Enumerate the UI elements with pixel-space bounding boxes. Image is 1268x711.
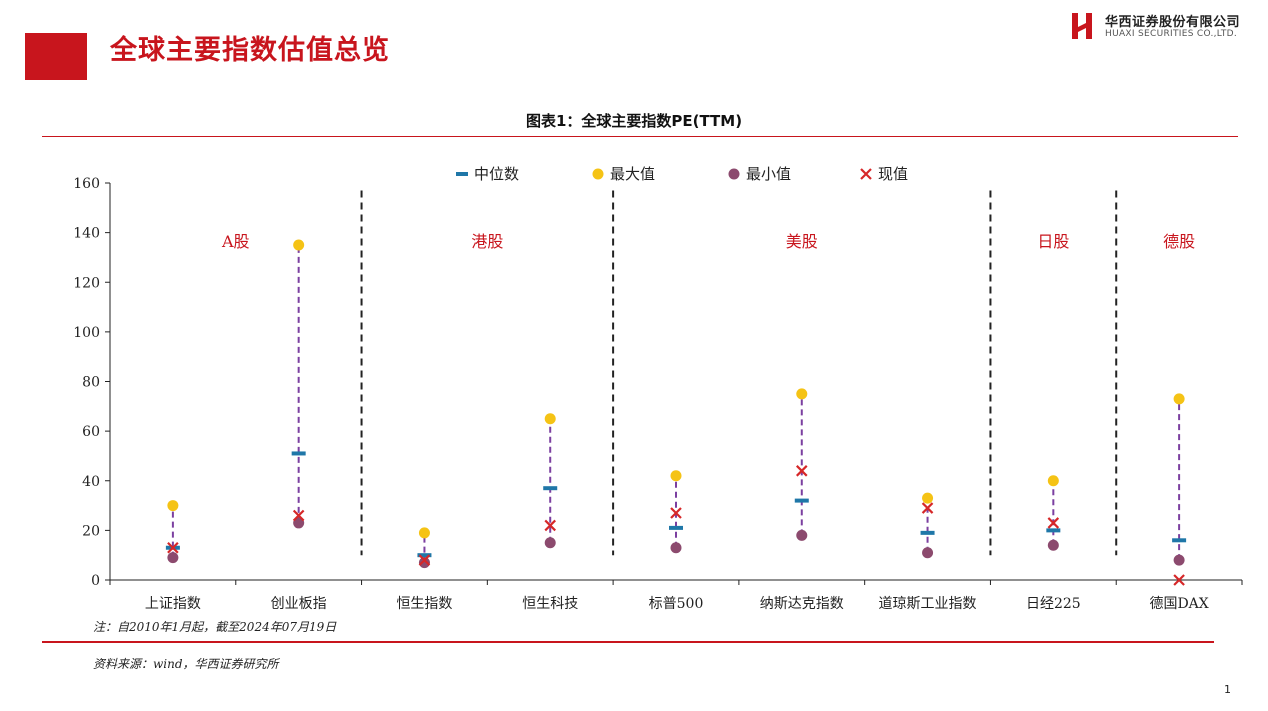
group-label: A股 (221, 232, 250, 251)
group-label: 港股 (471, 232, 503, 251)
min-point (293, 517, 305, 529)
title-accent-block (25, 33, 87, 80)
legend-label: 现值 (878, 165, 908, 183)
legend-min-marker (728, 168, 740, 180)
current-mark (167, 541, 179, 554)
logo-company-name-en: HUAXI SECURITIES CO.,LTD. (1105, 29, 1238, 39)
x-tick-label: 道琼斯工业指数 (879, 596, 977, 610)
min-point (796, 529, 808, 541)
title-divider (42, 136, 1238, 137)
chart-title: 图表1：全球主要指数PE(TTM) (525, 112, 743, 130)
logo-company-name-cn: 华西证券股份有限公司 (1105, 15, 1241, 30)
y-tick-label: 120 (73, 275, 100, 291)
x-tick-label: 恒生指数 (396, 596, 452, 610)
max-point (544, 413, 556, 425)
y-tick-label: 100 (73, 325, 100, 341)
current-mark (1173, 574, 1185, 586)
x-tick-label: 上证指数 (145, 596, 201, 610)
max-point (796, 388, 808, 400)
min-point (922, 547, 934, 559)
current-mark (544, 519, 556, 532)
current-mark (921, 502, 934, 514)
min-point (1173, 554, 1185, 566)
max-point (922, 492, 934, 504)
median-mark (920, 530, 935, 535)
x-tick-label: 标普500 (649, 596, 704, 610)
median-mark (543, 486, 558, 491)
y-tick-label: 20 (82, 523, 100, 539)
group-label: 日股 (1037, 232, 1069, 251)
median-mark (1172, 538, 1187, 543)
current-mark (1047, 517, 1060, 529)
group-label: 美股 (786, 232, 818, 251)
company-logo: 华西证券股份有限公司 HUAXI SECURITIES CO.,LTD. (1071, 10, 1261, 44)
max-point (293, 239, 305, 251)
current-mark (418, 554, 431, 566)
group-label: 德股 (1163, 232, 1195, 251)
median-mark (669, 525, 683, 530)
chart-source: 资料来源：wind，华西证券研究所 (93, 657, 279, 671)
slide-title: 全球主要指数估值总览 (110, 35, 390, 66)
logo-mark-icon (1072, 13, 1092, 39)
legend-median-marker (456, 172, 468, 176)
pe-chart-svg: 0 20 40 60 80 100 120 140 160 上证指数 创业板指 恒生指数 恒生科技 标普5… (73, 165, 1243, 610)
current-mark (670, 507, 682, 519)
max-point (1173, 393, 1185, 405)
legend-label: 最小值 (746, 165, 791, 183)
x-tick-label: 创业板指 (271, 596, 327, 610)
median-mark (291, 451, 306, 456)
legend-max-marker (592, 168, 604, 180)
median-mark (794, 498, 809, 503)
max-point (167, 500, 179, 512)
y-tick-label: 140 (73, 226, 100, 242)
legend-label: 中位数 (474, 165, 519, 183)
min-point (544, 537, 556, 549)
min-point (167, 552, 179, 564)
legend-label: 最大值 (610, 165, 655, 183)
x-tick-label: 纳斯达克指数 (760, 596, 844, 610)
min-point (418, 557, 430, 569)
current-mark (292, 509, 305, 522)
legend-current-marker (860, 168, 872, 180)
min-point (1047, 539, 1059, 551)
x-tick-label: 日经225 (1026, 596, 1081, 610)
max-point (670, 470, 682, 482)
y-tick-label: 0 (91, 573, 100, 589)
x-tick-label: 德国DAX (1149, 596, 1208, 610)
max-point (418, 527, 430, 539)
y-tick-label: 60 (82, 424, 100, 440)
y-tick-label: 160 (73, 176, 100, 192)
current-mark (796, 465, 808, 477)
x-tick-label: 恒生科技 (522, 596, 578, 610)
page-number: 1 (1224, 683, 1231, 696)
y-tick-label: 80 (82, 375, 100, 391)
pe-chart: 0 20 40 60 80 100 120 140 160 上证指数 创业板指 恒生指数 恒生科技 标普5… (40, 140, 1260, 610)
footer-divider (42, 641, 1214, 643)
min-point (670, 542, 682, 554)
chart-note: 注：自2010年1月起，截至2024年07月19日 (93, 620, 337, 634)
median-mark (1046, 528, 1061, 533)
median-mark (417, 553, 432, 558)
y-tick-label: 40 (82, 474, 100, 490)
max-point (1047, 475, 1059, 487)
